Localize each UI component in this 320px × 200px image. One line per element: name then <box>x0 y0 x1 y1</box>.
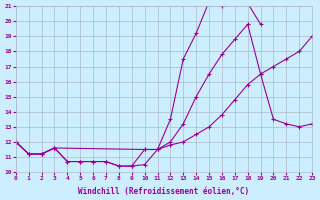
X-axis label: Windchill (Refroidissement éolien,°C): Windchill (Refroidissement éolien,°C) <box>78 187 250 196</box>
